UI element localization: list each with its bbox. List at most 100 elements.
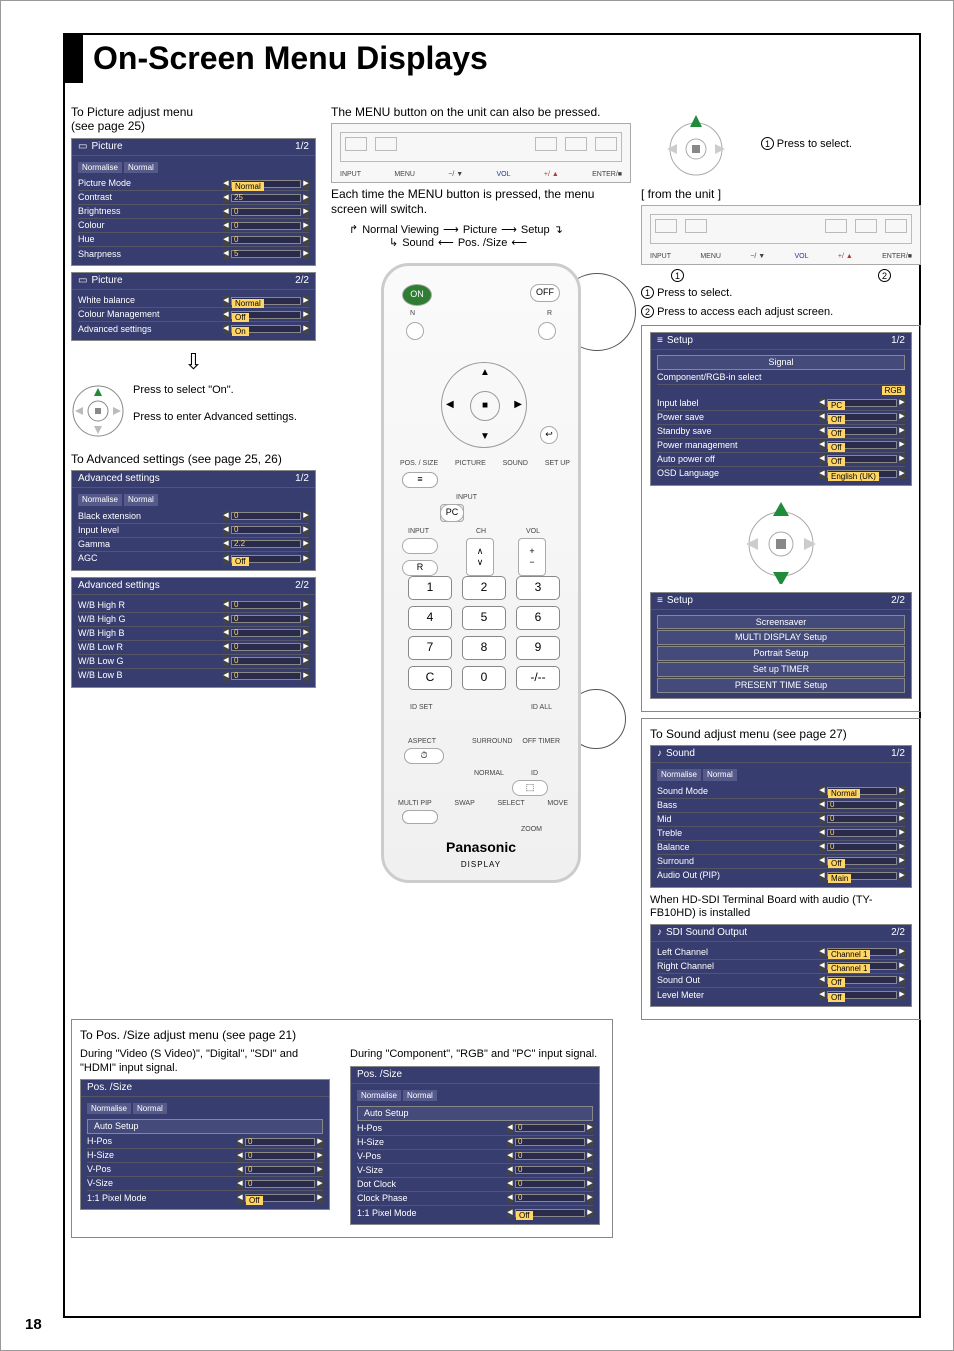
id-button[interactable]: ⬚ <box>512 780 548 796</box>
menu-slider[interactable]: ◀ On ▶ <box>223 324 309 334</box>
slider-left-icon[interactable]: ◀ <box>223 235 229 245</box>
slider-left-icon[interactable]: ◀ <box>819 398 825 408</box>
menu-slider[interactable]: ◀ Channel 1 ▶ <box>819 961 905 971</box>
slider-right-icon[interactable]: ▶ <box>899 398 905 408</box>
n-button[interactable] <box>406 322 424 340</box>
slider-right-icon[interactable]: ▶ <box>899 828 905 838</box>
slider-left-icon[interactable]: ◀ <box>819 440 825 450</box>
slider-right-icon[interactable]: ▶ <box>303 642 309 652</box>
slider-right-icon[interactable]: ▶ <box>587 1193 593 1203</box>
menu-slider[interactable]: ◀ English (UK) ▶ <box>819 469 905 479</box>
slider-left-icon[interactable]: ◀ <box>223 511 229 521</box>
menu-slider[interactable]: ◀ 0 ▶ <box>223 656 309 666</box>
keypad-key[interactable]: 4 <box>408 606 452 630</box>
menu-slider[interactable]: ◀ 2.2 ▶ <box>223 539 309 549</box>
menu-slider[interactable]: ◀ Off ▶ <box>819 454 905 464</box>
menu-slider[interactable]: ◀ 0 ▶ <box>507 1123 593 1133</box>
menu-slider[interactable]: ◀ 0 ▶ <box>507 1193 593 1203</box>
menu-slider[interactable]: ◀ Channel 1 ▶ <box>819 947 905 957</box>
menu-slider[interactable]: ◀ 5 ▶ <box>223 249 309 259</box>
slider-left-icon[interactable]: ◀ <box>223 539 229 549</box>
slider-right-icon[interactable]: ▶ <box>303 235 309 245</box>
slider-left-icon[interactable]: ◀ <box>819 947 825 957</box>
slider-left-icon[interactable]: ◀ <box>223 249 229 259</box>
on-button[interactable]: ON <box>402 284 432 306</box>
setup-link[interactable]: MULTI DISPLAY Setup <box>657 630 905 645</box>
menu-slider[interactable]: ◀ Off ▶ <box>819 412 905 422</box>
slider-right-icon[interactable]: ▶ <box>317 1193 323 1203</box>
slider-left-icon[interactable]: ◀ <box>223 628 229 638</box>
slider-left-icon[interactable]: ◀ <box>819 975 825 985</box>
return-button[interactable]: ↩ <box>540 426 558 444</box>
recall-button[interactable]: R <box>402 560 438 576</box>
slider-right-icon[interactable]: ▶ <box>303 324 309 334</box>
slider-right-icon[interactable]: ▶ <box>899 961 905 971</box>
slider-left-icon[interactable]: ◀ <box>237 1151 243 1161</box>
menu-slider[interactable]: ◀ 0 ▶ <box>223 600 309 610</box>
menu-slider[interactable]: ◀ Off ▶ <box>819 426 905 436</box>
menu-slider[interactable]: ◀ 0 ▶ <box>223 642 309 652</box>
menu-slider[interactable]: ◀ Off ▶ <box>223 554 309 564</box>
normalise-button[interactable]: Normalise <box>78 162 122 174</box>
normalise-button[interactable]: Normalise <box>78 494 122 506</box>
slider-left-icon[interactable]: ◀ <box>819 814 825 824</box>
menu-slider[interactable]: ◀ 0 ▶ <box>237 1179 323 1189</box>
slider-left-icon[interactable]: ◀ <box>223 614 229 624</box>
slider-left-icon[interactable]: ◀ <box>223 671 229 681</box>
slider-right-icon[interactable]: ▶ <box>303 525 309 535</box>
slider-right-icon[interactable]: ▶ <box>587 1179 593 1189</box>
slider-left-icon[interactable]: ◀ <box>223 179 229 189</box>
menu-slider[interactable]: ◀ Off ▶ <box>223 310 309 320</box>
slider-right-icon[interactable]: ▶ <box>899 842 905 852</box>
setup-link[interactable]: Screensaver <box>657 615 905 630</box>
slider-left-icon[interactable]: ◀ <box>507 1179 513 1189</box>
slider-left-icon[interactable]: ◀ <box>237 1179 243 1189</box>
slider-left-icon[interactable]: ◀ <box>819 454 825 464</box>
menu-slider[interactable]: ◀ 0 ▶ <box>507 1151 593 1161</box>
slider-right-icon[interactable]: ▶ <box>899 440 905 450</box>
slider-left-icon[interactable]: ◀ <box>819 856 825 866</box>
keypad-key[interactable]: 5 <box>462 606 506 630</box>
slider-left-icon[interactable]: ◀ <box>507 1123 513 1133</box>
menu-slider[interactable]: ◀ 0 ▶ <box>237 1151 323 1161</box>
slider-right-icon[interactable]: ▶ <box>303 554 309 564</box>
slider-right-icon[interactable]: ▶ <box>303 296 309 306</box>
slider-right-icon[interactable]: ▶ <box>303 249 309 259</box>
setup-button[interactable]: ≡ <box>402 472 438 488</box>
menu-slider[interactable]: ◀ Normal ▶ <box>223 296 309 306</box>
menu-slider[interactable]: ◀ Normal ▶ <box>819 786 905 796</box>
menu-slider[interactable]: ◀ 0 ▶ <box>819 800 905 810</box>
slider-right-icon[interactable]: ▶ <box>899 975 905 985</box>
keypad-key[interactable]: 2 <box>462 576 506 600</box>
menu-slider[interactable]: ◀ 0 ▶ <box>819 842 905 852</box>
autosetup-link[interactable]: Auto Setup <box>357 1106 593 1121</box>
menu-slider[interactable]: ◀ Off ▶ <box>819 440 905 450</box>
slider-right-icon[interactable]: ▶ <box>303 628 309 638</box>
slider-left-icon[interactable]: ◀ <box>819 469 825 479</box>
menu-slider[interactable]: ◀ 0 ▶ <box>223 235 309 245</box>
menu-slider[interactable]: ◀ 0 ▶ <box>507 1179 593 1189</box>
menu-slider[interactable]: ◀ 0 ▶ <box>223 628 309 638</box>
slider-left-icon[interactable]: ◀ <box>819 828 825 838</box>
slider-left-icon[interactable]: ◀ <box>223 324 229 334</box>
slider-right-icon[interactable]: ▶ <box>899 990 905 1000</box>
slider-left-icon[interactable]: ◀ <box>223 656 229 666</box>
slider-left-icon[interactable]: ◀ <box>237 1165 243 1175</box>
slider-right-icon[interactable]: ▶ <box>303 600 309 610</box>
slider-left-icon[interactable]: ◀ <box>223 600 229 610</box>
menu-slider[interactable]: ◀ Main ▶ <box>819 871 905 881</box>
menu-slider[interactable]: ◀ 0 ▶ <box>223 511 309 521</box>
slider-left-icon[interactable]: ◀ <box>507 1193 513 1203</box>
slider-right-icon[interactable]: ▶ <box>587 1208 593 1218</box>
slider-left-icon[interactable]: ◀ <box>819 871 825 881</box>
slider-left-icon[interactable]: ◀ <box>223 642 229 652</box>
menu-slider[interactable]: ◀ 0 ▶ <box>819 814 905 824</box>
autosetup-link[interactable]: Auto Setup <box>87 1119 323 1134</box>
normalise-button[interactable]: Normalise <box>357 1090 401 1102</box>
menu-slider[interactable]: ◀ 0 ▶ <box>237 1137 323 1147</box>
menu-slider[interactable]: ◀ 0 ▶ <box>819 828 905 838</box>
slider-right-icon[interactable]: ▶ <box>899 856 905 866</box>
slider-right-icon[interactable]: ▶ <box>899 426 905 436</box>
slider-right-icon[interactable]: ▶ <box>303 539 309 549</box>
slider-right-icon[interactable]: ▶ <box>303 221 309 231</box>
